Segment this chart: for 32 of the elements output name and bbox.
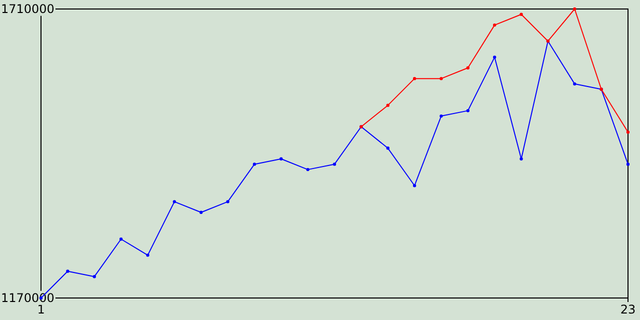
point: [66, 270, 70, 273]
point: [573, 7, 576, 11]
point: [280, 157, 283, 160]
point: [412, 184, 416, 188]
point: [226, 200, 230, 204]
line-series: [360, 7, 630, 134]
point: [332, 162, 336, 166]
x-tick-label: 1: [37, 302, 45, 317]
point: [146, 254, 150, 257]
point: [92, 275, 96, 278]
point: [573, 82, 576, 86]
point: [520, 157, 523, 160]
point: [172, 200, 176, 204]
y-tick-label: 1170000: [1, 290, 54, 305]
point: [306, 168, 310, 172]
point: [252, 162, 256, 166]
point: [520, 12, 523, 16]
point: [626, 130, 630, 134]
point: [412, 76, 416, 80]
point: [492, 23, 496, 27]
y-tick-label: 1710000: [1, 2, 54, 16]
point: [199, 210, 203, 214]
point: [492, 56, 496, 59]
x-tick-label: 23: [620, 302, 636, 317]
point: [386, 104, 390, 107]
point: [440, 76, 443, 80]
point: [119, 238, 123, 241]
point: [626, 162, 630, 166]
point: [440, 114, 443, 118]
point: [386, 146, 390, 150]
point: [466, 109, 470, 112]
point: [466, 66, 470, 70]
